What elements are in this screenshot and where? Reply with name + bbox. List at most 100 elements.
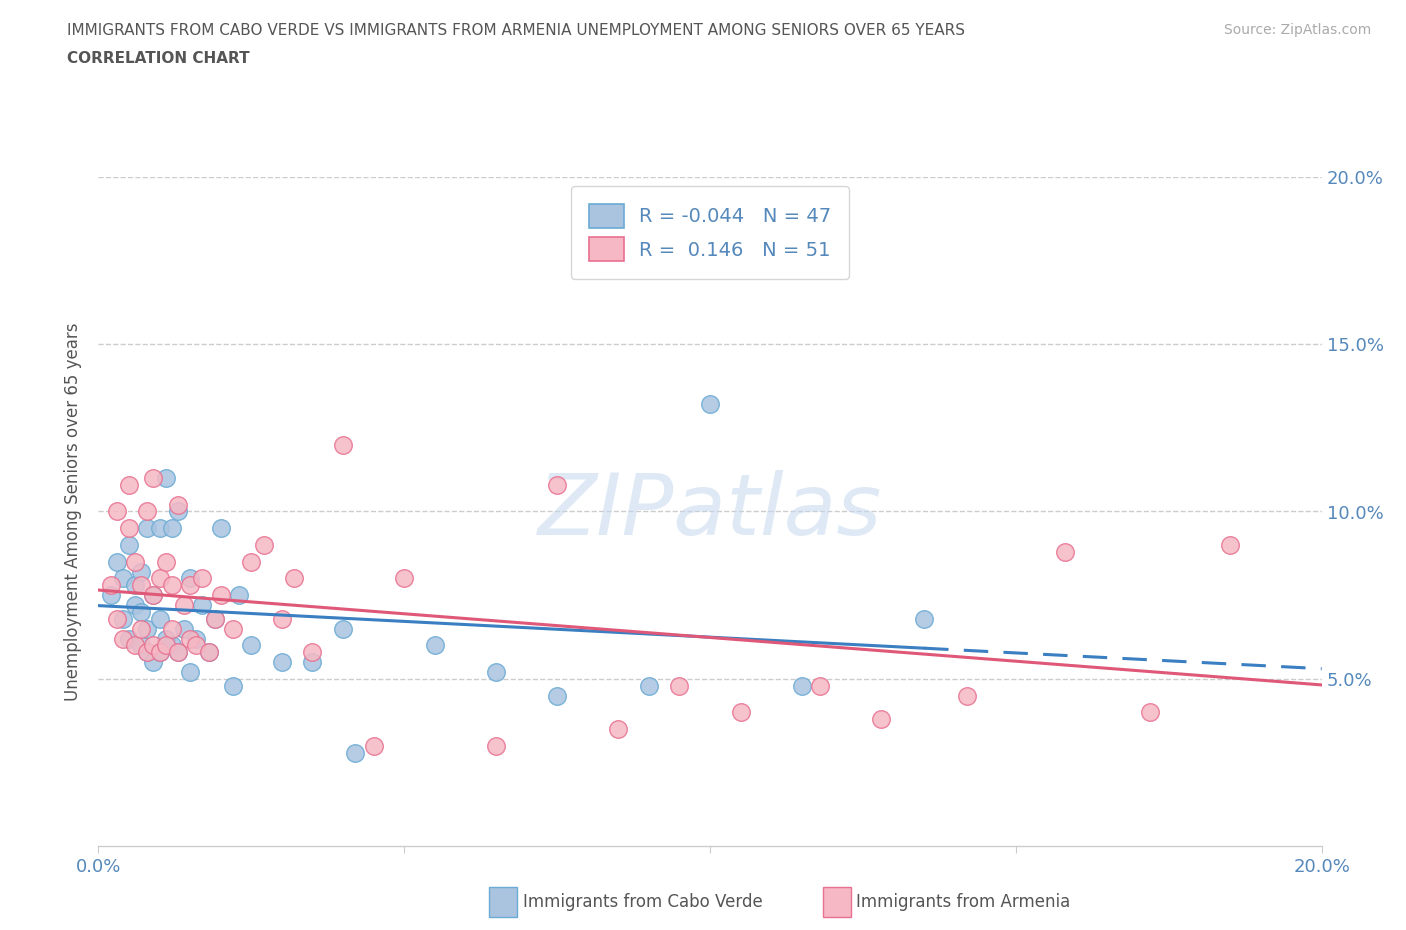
Point	[607, 722, 630, 737]
Point	[124, 598, 146, 613]
Point	[191, 571, 214, 586]
Text: Immigrants from Cabo Verde: Immigrants from Cabo Verde	[523, 893, 763, 911]
Point	[332, 621, 354, 636]
Point	[209, 521, 232, 536]
Point	[1219, 538, 1241, 552]
Point	[149, 571, 172, 586]
Point	[142, 588, 165, 603]
Point	[155, 638, 177, 653]
Point	[228, 588, 250, 603]
Point	[111, 611, 134, 626]
Point	[142, 655, 165, 670]
Point	[129, 621, 152, 636]
Point	[129, 604, 152, 619]
Point	[283, 571, 305, 586]
Text: CORRELATION CHART: CORRELATION CHART	[67, 51, 250, 66]
Point	[912, 611, 935, 626]
Point	[129, 578, 152, 592]
Point	[149, 644, 172, 659]
Point	[1053, 544, 1076, 559]
Text: IMMIGRANTS FROM CABO VERDE VS IMMIGRANTS FROM ARMENIA UNEMPLOYMENT AMONG SENIORS: IMMIGRANTS FROM CABO VERDE VS IMMIGRANTS…	[67, 23, 966, 38]
Point	[222, 678, 245, 693]
Point	[270, 611, 292, 626]
Point	[118, 521, 141, 536]
Point	[179, 578, 201, 592]
Point	[546, 477, 568, 492]
Point	[423, 638, 446, 653]
Point	[160, 621, 183, 636]
Point	[179, 631, 201, 646]
Point	[197, 644, 219, 659]
Point	[149, 644, 172, 659]
Point	[136, 521, 159, 536]
Y-axis label: Unemployment Among Seniors over 65 years: Unemployment Among Seniors over 65 years	[65, 323, 83, 700]
Point	[668, 678, 690, 693]
Point	[160, 578, 183, 592]
Point	[155, 554, 177, 569]
Point	[129, 638, 152, 653]
Point	[252, 538, 274, 552]
Point	[142, 638, 165, 653]
Point	[124, 638, 146, 653]
Point	[155, 471, 177, 485]
Legend: R = -0.044   N = 47, R =  0.146   N = 51: R = -0.044 N = 47, R = 0.146 N = 51	[571, 186, 849, 279]
Point	[118, 631, 141, 646]
Point	[167, 504, 190, 519]
Point	[167, 644, 190, 659]
Point	[149, 521, 172, 536]
Point	[699, 397, 721, 412]
Point	[240, 638, 263, 653]
Point	[100, 588, 122, 603]
Point	[956, 688, 979, 703]
Point	[485, 665, 508, 680]
Point	[363, 738, 385, 753]
Point	[167, 644, 190, 659]
Point	[191, 598, 214, 613]
Text: Immigrants from Armenia: Immigrants from Armenia	[856, 893, 1070, 911]
Point	[136, 504, 159, 519]
Point	[160, 521, 183, 536]
Point	[160, 638, 183, 653]
Point	[111, 631, 134, 646]
Point	[105, 611, 128, 626]
Point	[142, 471, 165, 485]
Point	[485, 738, 508, 753]
Point	[808, 678, 831, 693]
Point	[124, 554, 146, 569]
Point	[118, 477, 141, 492]
Point	[100, 578, 122, 592]
Point	[142, 588, 165, 603]
Point	[790, 678, 813, 693]
Point	[179, 571, 201, 586]
Point	[204, 611, 226, 626]
Point	[730, 705, 752, 720]
Point	[186, 638, 208, 653]
Text: Source: ZipAtlas.com: Source: ZipAtlas.com	[1223, 23, 1371, 37]
Point	[637, 678, 661, 693]
Point	[301, 644, 323, 659]
Point	[105, 504, 128, 519]
Text: ZIPatlas: ZIPatlas	[538, 470, 882, 553]
Point	[173, 621, 195, 636]
Point	[105, 554, 128, 569]
Point	[167, 498, 190, 512]
Point	[870, 711, 893, 726]
Point	[186, 631, 208, 646]
Point	[332, 437, 354, 452]
Point	[136, 621, 159, 636]
Point	[209, 588, 232, 603]
Point	[546, 688, 568, 703]
Point	[124, 578, 146, 592]
Point	[118, 538, 141, 552]
Point	[136, 644, 159, 659]
Point	[392, 571, 416, 586]
Point	[155, 631, 177, 646]
Point	[240, 554, 263, 569]
Point	[301, 655, 323, 670]
Point	[136, 644, 159, 659]
Point	[149, 611, 172, 626]
Point	[197, 644, 219, 659]
Point	[344, 745, 367, 760]
Point	[1139, 705, 1161, 720]
Point	[222, 621, 245, 636]
